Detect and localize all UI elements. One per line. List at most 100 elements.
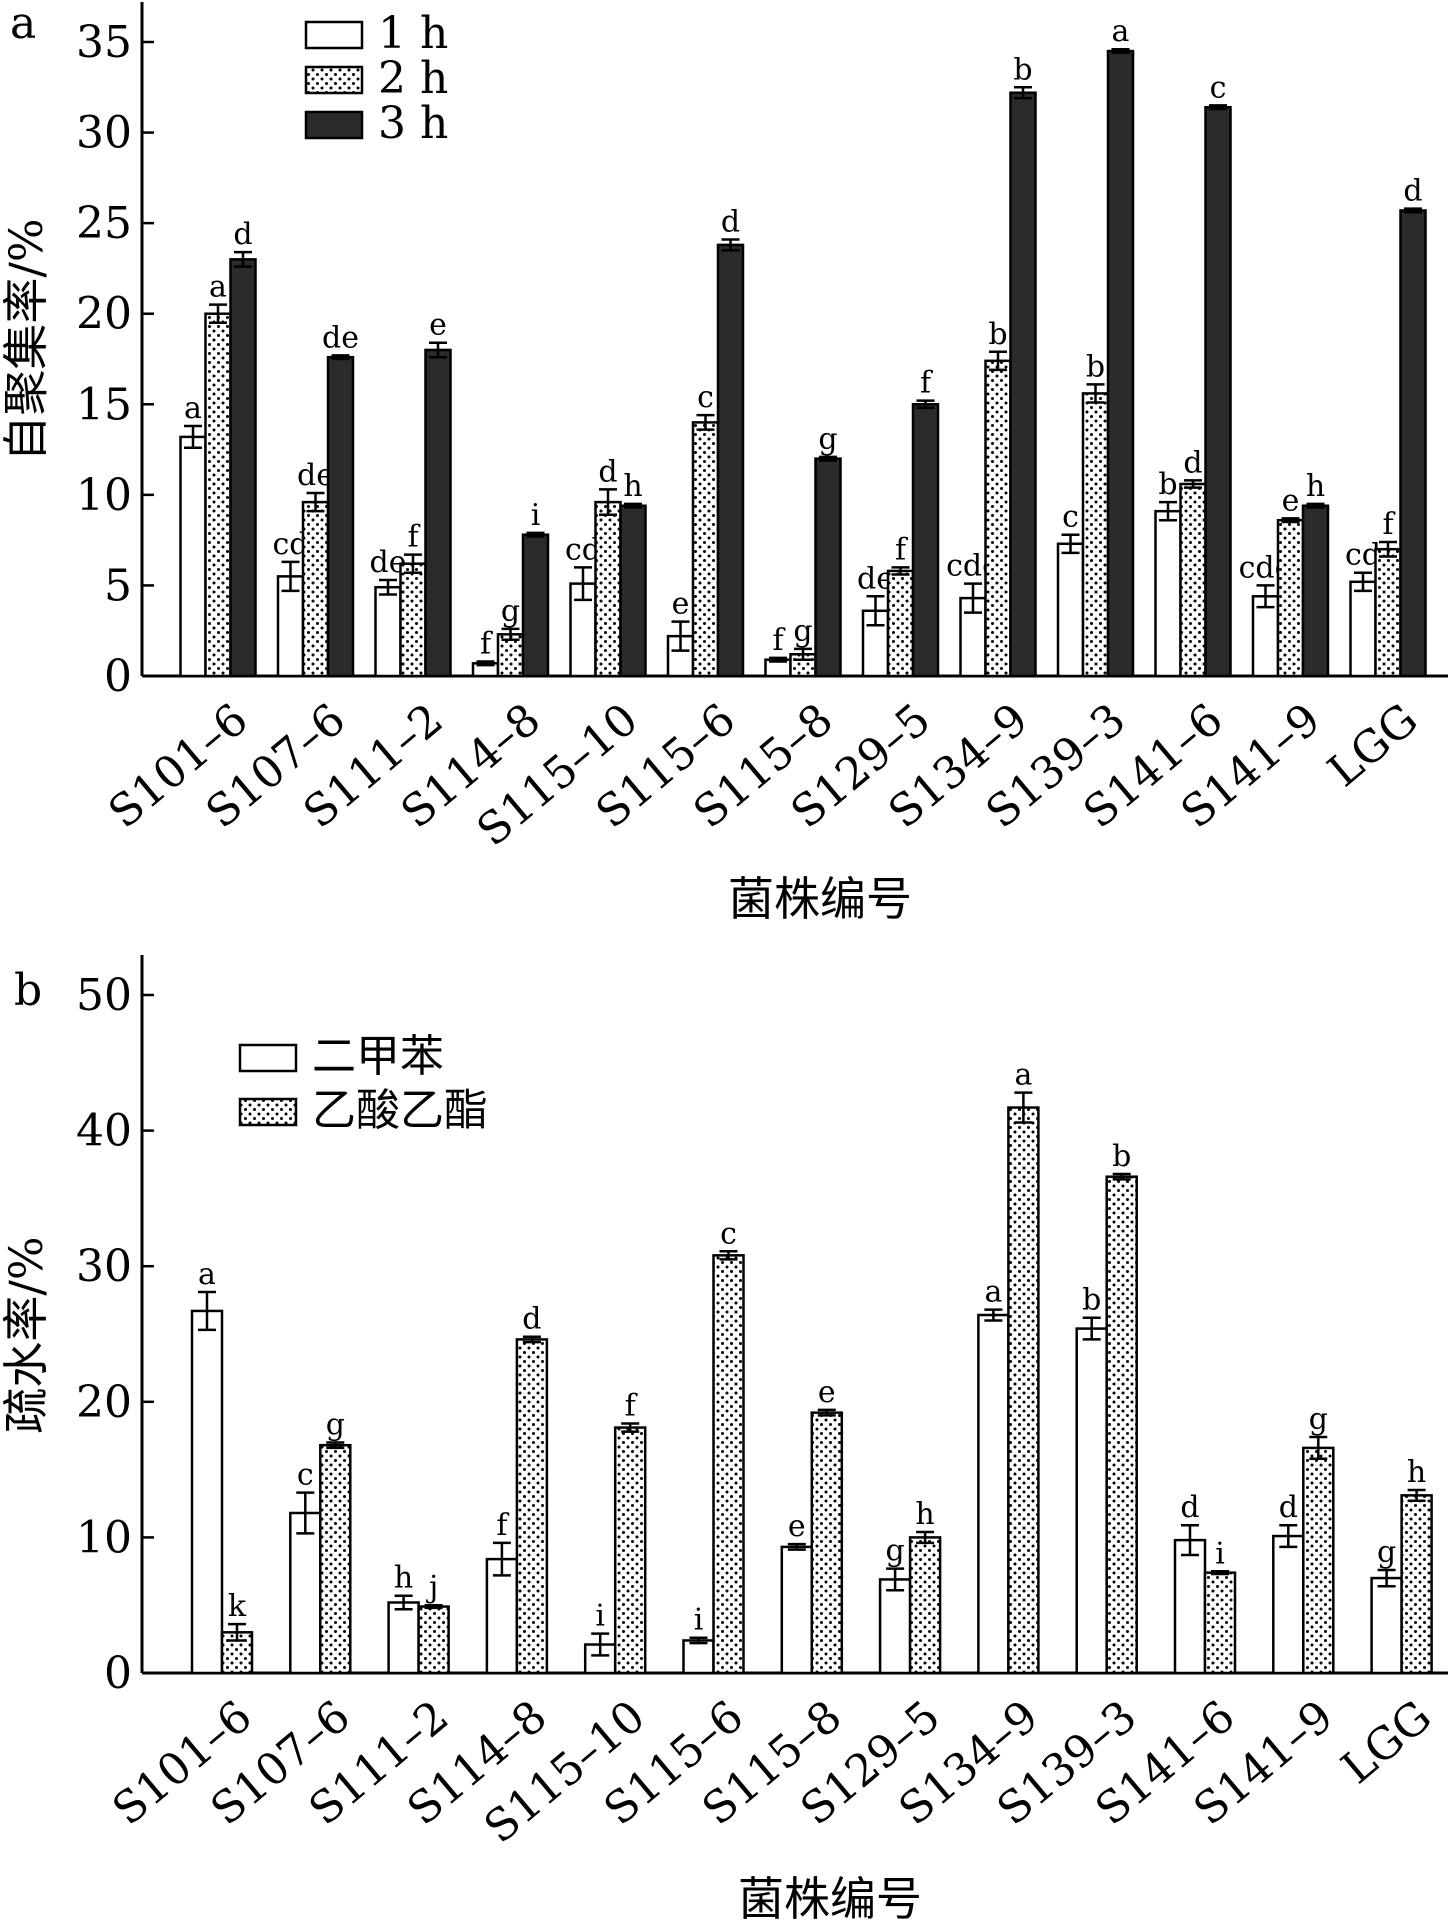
significance-letter: h	[394, 1561, 413, 1596]
legend-swatch	[304, 20, 364, 50]
significance-letter: d	[1180, 1490, 1199, 1525]
bar	[1301, 504, 1330, 678]
significance-letter: c	[720, 1216, 737, 1251]
bar	[682, 1639, 715, 1675]
bar	[1105, 1175, 1138, 1675]
significance-letter: de	[322, 320, 359, 355]
significance-letter: a	[184, 391, 202, 426]
significance-letter: b	[1086, 349, 1105, 384]
bar	[619, 504, 647, 678]
significance-letter: f	[920, 366, 933, 401]
significance-letter: f	[772, 623, 785, 658]
significance-letter: e	[429, 308, 447, 343]
significance-letter: g	[885, 1534, 904, 1569]
significance-letter: g	[793, 614, 812, 649]
significance-letter: d	[522, 1302, 541, 1337]
bar	[424, 348, 452, 678]
bar	[485, 1557, 519, 1675]
y-tick-label: 40	[76, 1106, 132, 1157]
bar	[301, 500, 330, 678]
bar	[1370, 1576, 1403, 1675]
significance-letter: b	[1013, 52, 1032, 87]
category-label: LGG	[1332, 1691, 1441, 1794]
bar	[1056, 542, 1085, 678]
y-tick-label: 20	[76, 1377, 132, 1428]
bar	[1251, 595, 1280, 678]
significance-letter: f	[496, 1508, 509, 1543]
bar	[1276, 518, 1305, 678]
significance-letter: e	[1282, 483, 1300, 518]
significance-letter: g	[326, 1407, 345, 1442]
bar	[1204, 105, 1232, 678]
panel-b-plot: 01020304050S101–6S107–6S111–2S114–8S115–…	[76, 955, 1448, 1853]
significance-letter: e	[818, 1375, 836, 1410]
significance-letter: d	[1183, 445, 1202, 480]
legend-label: 3 h	[378, 98, 448, 149]
bar	[374, 585, 402, 678]
panel-b-xlabel: 菌株编号	[738, 1872, 922, 1926]
significance-letter: b	[1082, 1283, 1101, 1318]
legend-label: 1 h	[378, 8, 448, 59]
bar	[399, 562, 427, 678]
y-tick-label: 50	[76, 970, 132, 1021]
bar	[878, 1578, 912, 1675]
y-tick-label: 35	[76, 17, 132, 68]
bar	[190, 1309, 224, 1675]
significance-letter: f	[895, 532, 908, 567]
significance-letter: h	[915, 1497, 934, 1532]
significance-letter: c	[1210, 70, 1227, 105]
bar	[1007, 1106, 1040, 1675]
bar	[712, 1254, 745, 1675]
bar	[977, 1313, 1010, 1675]
bar	[814, 457, 842, 678]
bar	[1081, 392, 1110, 678]
bar	[229, 258, 257, 678]
significance-letter: d	[1279, 1490, 1298, 1525]
significance-letter: e	[672, 587, 690, 622]
legend-swatch	[304, 65, 364, 95]
bar	[289, 1511, 322, 1675]
significance-letter: f	[1382, 507, 1395, 542]
significance-letter: g	[818, 422, 837, 457]
significance-letter: f	[407, 520, 420, 555]
bar	[1106, 49, 1135, 678]
bar	[691, 421, 720, 678]
significance-letter: b	[1112, 1139, 1131, 1174]
significance-letter: c	[1062, 500, 1079, 535]
panel-a-plot: 05101520253035S101–6S107–6S111–2S114–8S1…	[76, 2, 1448, 856]
bar	[1203, 1571, 1237, 1675]
significance-letter: d	[721, 204, 740, 239]
bar	[387, 1601, 420, 1675]
bar	[1075, 1327, 1108, 1675]
significance-letter: g	[501, 594, 520, 629]
significance-letter: a	[984, 1275, 1002, 1310]
y-tick-label: 30	[76, 1241, 132, 1292]
significance-letter: a	[209, 270, 227, 305]
bar	[179, 435, 207, 678]
significance-letter: c	[697, 380, 714, 415]
significance-letter: i	[1215, 1536, 1225, 1571]
bar	[326, 355, 355, 678]
category-label: LGG	[1319, 694, 1428, 797]
significance-letter: i	[531, 498, 541, 533]
significance-letter: d	[1403, 174, 1422, 209]
significance-letter: i	[694, 1603, 704, 1638]
significance-letter: e	[788, 1509, 806, 1544]
bar	[716, 243, 745, 678]
bar	[908, 1536, 942, 1675]
panel-b-ylabel: 疏水率/%	[0, 1236, 53, 1433]
significance-letter: g	[1309, 1402, 1328, 1437]
legend-label: 乙酸乙酯	[312, 1085, 488, 1136]
panel-b-letter: b	[14, 965, 42, 1016]
significance-letter: i	[595, 1599, 605, 1634]
bar	[204, 312, 232, 678]
bar	[1154, 509, 1182, 678]
significance-letter: b	[988, 317, 1007, 352]
y-tick-label: 10	[76, 470, 132, 521]
y-tick-label: 0	[104, 1648, 132, 1699]
bar	[886, 569, 915, 678]
bar	[1173, 1538, 1207, 1675]
legend-swatch	[238, 1097, 298, 1127]
significance-letter: a	[1112, 14, 1130, 49]
